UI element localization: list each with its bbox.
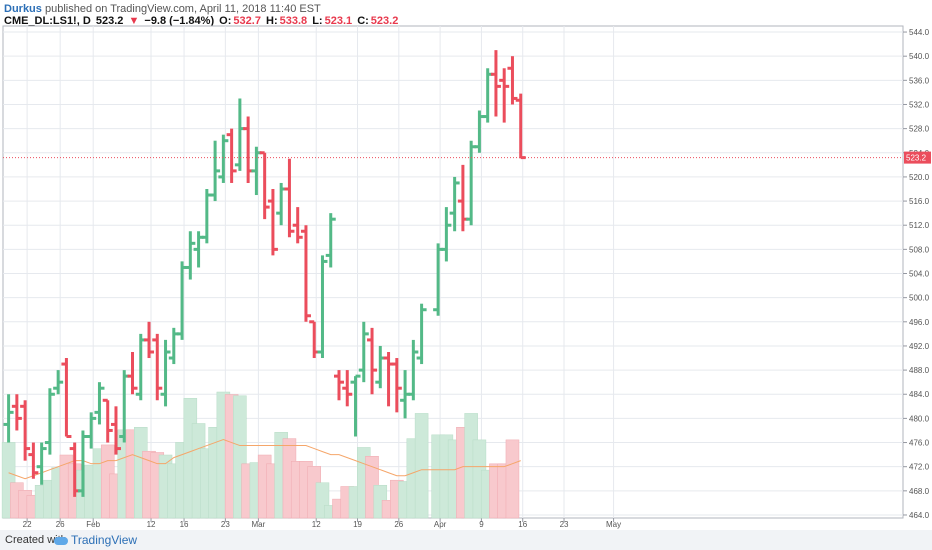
high-value: 533.8	[279, 15, 308, 27]
volume-ma-line	[8, 438, 521, 480]
x-tick-label: 12	[312, 520, 321, 529]
high-label: H:	[266, 15, 278, 27]
y-tick-label: 492.0	[909, 342, 930, 351]
y-tick-label: 488.0	[909, 366, 930, 375]
y-tick-label: 484.0	[909, 390, 930, 399]
low-label: L:	[312, 15, 323, 27]
y-tick-label: 532.0	[909, 100, 930, 109]
x-tick-label: Apr	[434, 520, 447, 529]
x-tick-label: 9	[479, 520, 484, 529]
y-tick-label: 464.0	[909, 511, 930, 520]
x-tick-label: 23	[560, 520, 569, 529]
volume-bar	[414, 413, 429, 519]
symbol-legend: CME_DL:LS1!, D 523.2 ▼ −9.8 (−1.84%) O: 5…	[4, 15, 400, 27]
publish-info: Durkus published on TradingView.com, Apr…	[4, 3, 321, 15]
y-tick-label: 540.0	[909, 52, 930, 61]
y-tick-label: 500.0	[909, 294, 930, 303]
y-tick-label: 508.0	[909, 245, 930, 254]
created-with-text: Created with	[5, 534, 67, 546]
y-tick-label: 520.0	[909, 173, 930, 182]
tradingview-brand: TradingView	[71, 533, 138, 547]
y-tick-label: 504.0	[909, 270, 930, 279]
price-chart[interactable]: 464.0 468.0 472.0 476.0 480.0 484.0 488.0 492.0…	[0, 0, 932, 530]
author-link[interactable]: Durkus	[4, 3, 42, 15]
x-tick-label: 22	[23, 520, 32, 529]
y-tick-label: 528.0	[909, 125, 930, 134]
x-tick-label: 26	[56, 520, 65, 529]
tradingview-link[interactable]: TradingView	[54, 533, 137, 547]
y-tick-label: 468.0	[909, 487, 930, 496]
y-tick-label: 476.0	[909, 439, 930, 448]
y-tick-label: 536.0	[909, 76, 930, 85]
x-tick-label: 12	[147, 520, 156, 529]
last-price-label: 523.2	[906, 154, 927, 163]
y-tick-label: 512.0	[909, 221, 930, 230]
open-value: 532.7	[233, 15, 261, 27]
y-tick-label: 472.0	[909, 463, 930, 472]
low-value: 523.1	[324, 15, 353, 27]
y-tick-label: 544.0	[909, 28, 930, 37]
x-tick-label: May	[606, 520, 621, 529]
y-tick-label: 516.0	[909, 197, 930, 206]
y-tick-label: 480.0	[909, 414, 930, 423]
publish-text: published on TradingView.com, April 11, …	[44, 3, 321, 15]
volume-bar	[505, 439, 520, 519]
footer-bar: Created with TradingView	[0, 530, 932, 550]
x-tick-label: 19	[353, 520, 362, 529]
last-price: 523.2	[95, 15, 124, 27]
open-label: O:	[219, 15, 232, 27]
x-tick-label: 26	[394, 520, 403, 529]
x-tick-label: 23	[221, 520, 230, 529]
down-arrow-icon: ▼	[128, 15, 140, 27]
tradingview-logo-icon	[54, 536, 68, 545]
x-tick-label: 16	[518, 520, 527, 529]
x-tick-label: 16	[180, 520, 189, 529]
change-value: −9.8 (−1.84%)	[144, 15, 215, 27]
y-tick-label: 496.0	[909, 318, 930, 327]
x-tick-label: Feb	[86, 520, 100, 529]
close-label: C:	[357, 15, 369, 27]
last-price-badge	[904, 151, 931, 164]
close-value: 523.2	[370, 15, 399, 27]
symbol-name: CME_DL:LS1!, D	[4, 15, 91, 27]
x-tick-label: Mar	[252, 520, 266, 529]
